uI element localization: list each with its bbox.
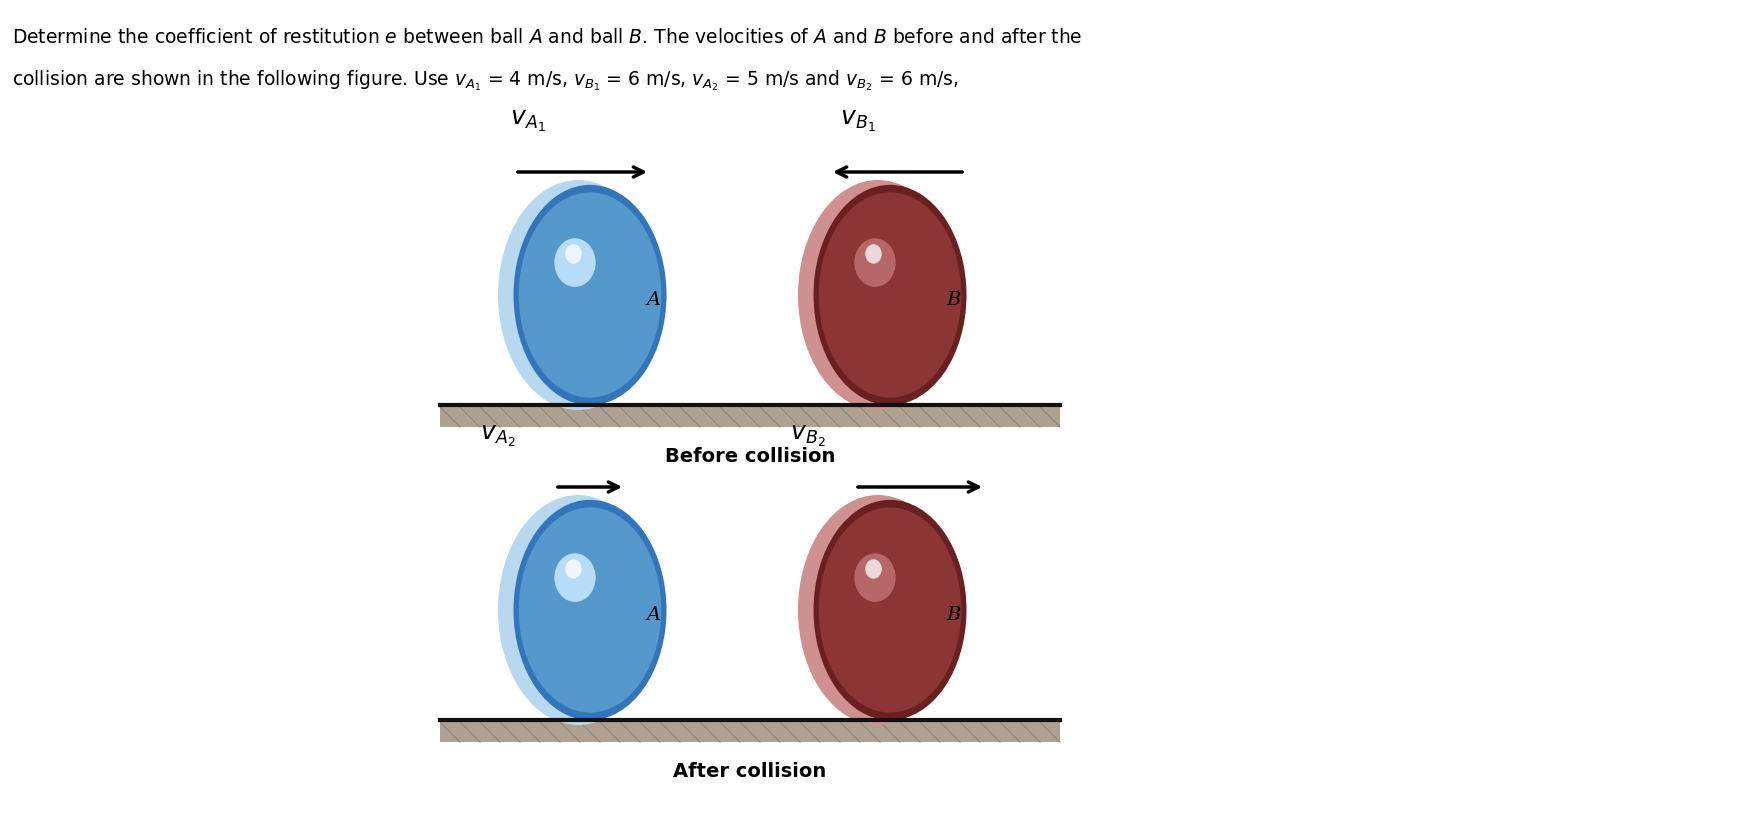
Ellipse shape: [814, 500, 966, 720]
Text: A: A: [645, 607, 660, 625]
Ellipse shape: [519, 192, 661, 398]
Ellipse shape: [565, 559, 582, 579]
Text: $\mathbf{\mathit{v}}_{A_1}$: $\mathbf{\mathit{v}}_{A_1}$: [510, 109, 545, 134]
Ellipse shape: [819, 507, 961, 713]
Text: B: B: [945, 607, 961, 625]
Ellipse shape: [514, 185, 667, 405]
Text: A: A: [645, 292, 660, 309]
Ellipse shape: [498, 495, 658, 725]
Ellipse shape: [865, 244, 882, 264]
Text: collision are shown in the following figure. Use $v_{A_1}$ = 4 m/s, $v_{B_1}$ = : collision are shown in the following fig…: [12, 68, 959, 93]
Ellipse shape: [854, 553, 896, 602]
Ellipse shape: [554, 238, 596, 287]
Ellipse shape: [814, 185, 966, 405]
Text: B: B: [945, 292, 961, 309]
Text: After collision: After collision: [674, 762, 826, 781]
Ellipse shape: [798, 180, 958, 410]
Ellipse shape: [498, 180, 658, 410]
Ellipse shape: [819, 192, 961, 398]
Bar: [440, 405, 1059, 427]
Bar: [440, 720, 1059, 742]
Text: $\mathbf{\mathit{v}}_{B_1}$: $\mathbf{\mathit{v}}_{B_1}$: [840, 109, 875, 134]
Ellipse shape: [514, 500, 667, 720]
Ellipse shape: [519, 507, 661, 713]
Ellipse shape: [865, 559, 882, 579]
Ellipse shape: [565, 244, 582, 264]
Text: $\mathbf{\mathit{v}}_{B_2}$: $\mathbf{\mathit{v}}_{B_2}$: [789, 424, 826, 449]
Text: $\mathbf{\mathit{v}}_{A_2}$: $\mathbf{\mathit{v}}_{A_2}$: [481, 424, 516, 449]
Text: Before collision: Before collision: [665, 447, 835, 466]
Ellipse shape: [798, 495, 958, 725]
Text: Determine the coefficient of restitution $e$ between ball $A$ and ball $B$. The : Determine the coefficient of restitution…: [12, 28, 1082, 47]
Ellipse shape: [854, 238, 896, 287]
Ellipse shape: [554, 553, 596, 602]
